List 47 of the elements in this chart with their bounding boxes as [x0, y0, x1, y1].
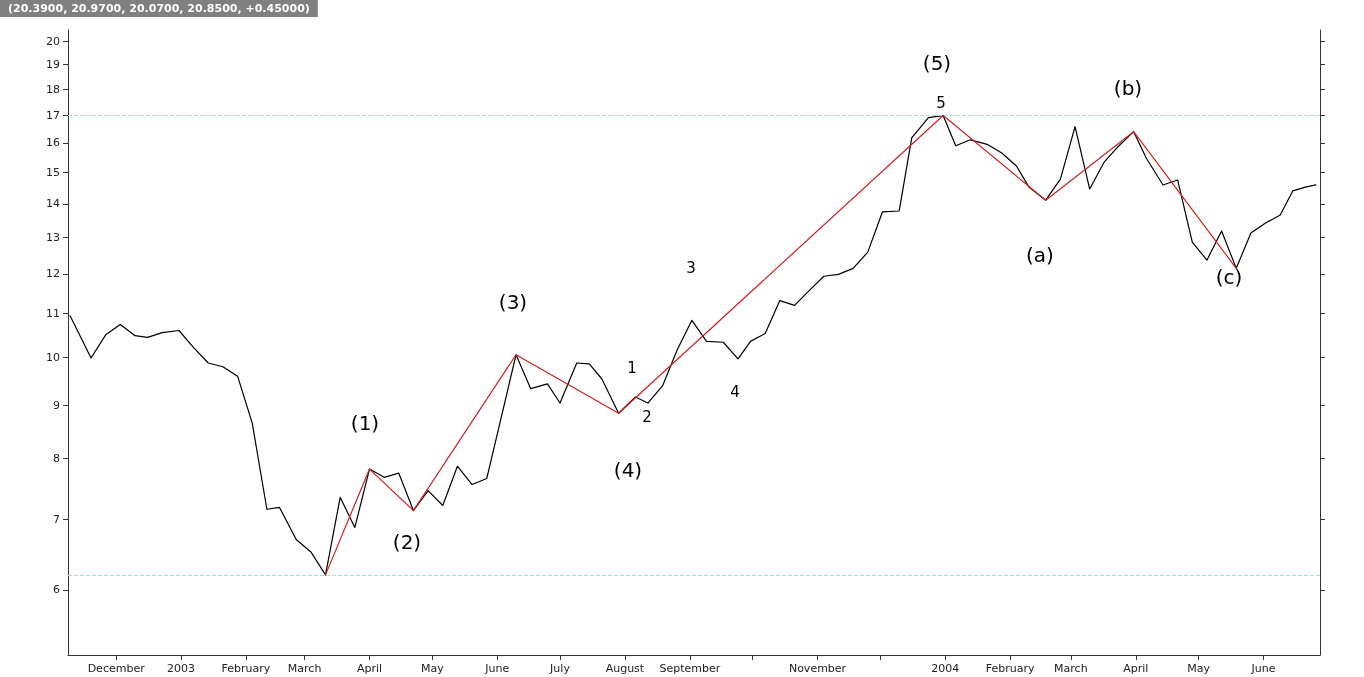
y-tick-label: 9	[53, 398, 60, 412]
annotation: 4	[730, 383, 740, 401]
line-series	[69, 114, 1317, 576]
y-tick-label: 17	[46, 108, 60, 122]
y-tick-label: 6	[53, 583, 60, 597]
y-tick-label: 16	[46, 136, 60, 150]
y-tick-label: 14	[46, 197, 60, 211]
x-tick-label: June	[484, 662, 510, 675]
annotation: 5	[936, 94, 946, 112]
annotation: (3)	[498, 290, 528, 314]
y-tick-label: 8	[53, 452, 60, 466]
y-tick-label: 19	[46, 58, 60, 72]
x-tick-label: February	[985, 662, 1035, 675]
annotation: (2)	[392, 530, 422, 554]
chart-title: (20.3900, 20.9700, 20.0700, 20.8500, +0.45000)	[8, 2, 310, 15]
x-tick-label: May	[1187, 662, 1211, 675]
x-tick-label: February	[221, 662, 271, 675]
y-tick-label: 12	[46, 267, 60, 281]
x-tick-label: March	[1054, 662, 1088, 675]
annotation: 3	[686, 259, 696, 277]
y-tick-label: 13	[46, 231, 60, 245]
x-tick-label: November	[788, 662, 847, 675]
annotation: (4)	[613, 458, 643, 482]
x-tick-label: December	[87, 662, 146, 675]
y-tick-label: 15	[46, 165, 60, 179]
annotation: (b)	[1113, 76, 1143, 100]
x-tick-label: 2003	[167, 662, 196, 675]
x-tick-label: April	[356, 662, 383, 675]
annotation: (5)	[922, 51, 952, 75]
annotation: (a)	[1026, 243, 1054, 267]
x-tick-label: June	[1250, 662, 1276, 675]
annotation: 1	[627, 359, 637, 377]
y-tick-label: 11	[46, 307, 60, 321]
annotation: (1)	[350, 411, 380, 435]
y-tick-label: 18	[46, 82, 60, 96]
y-tick-label: 7	[53, 513, 60, 527]
x-tick-label: April	[1123, 662, 1149, 675]
x-tick-label: September	[659, 662, 721, 675]
x-tick-label: May	[420, 662, 445, 675]
y-tick-label: 20	[46, 34, 60, 48]
annotation: 2	[642, 408, 652, 426]
x-tick-label: August	[605, 662, 645, 675]
y-tick-label: 10	[46, 350, 60, 364]
x-tick-label: March	[287, 662, 322, 675]
annotation: (c)	[1215, 265, 1243, 289]
x-tick-label: July	[549, 662, 571, 675]
x-tick-label: 2004	[931, 662, 960, 675]
